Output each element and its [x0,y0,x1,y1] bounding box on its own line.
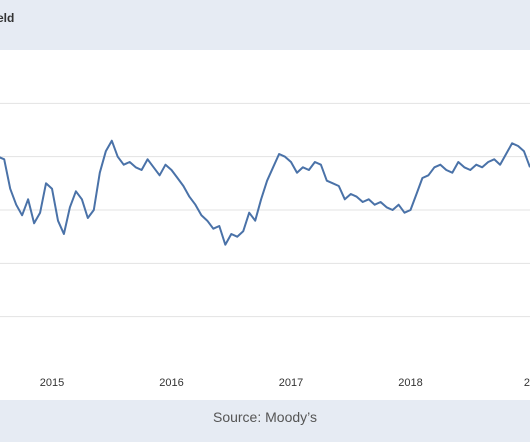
line-chart [0,102,530,318]
source-credit: Source: Moody’s [212,409,317,425]
chart-header: eld [0,0,530,50]
x-tick-label: 20 [523,377,530,389]
chart-title: eld [0,11,15,25]
chart-footer: Source: Moody’s [0,400,530,442]
plot-area [0,50,530,370]
x-tick-label: 2016 [159,377,184,389]
gridlines [0,102,530,318]
x-tick-label: 2018 [398,377,423,389]
x-tick-label: 2017 [278,377,304,389]
x-tick-label: 2015 [39,377,65,389]
series-line [0,139,530,246]
